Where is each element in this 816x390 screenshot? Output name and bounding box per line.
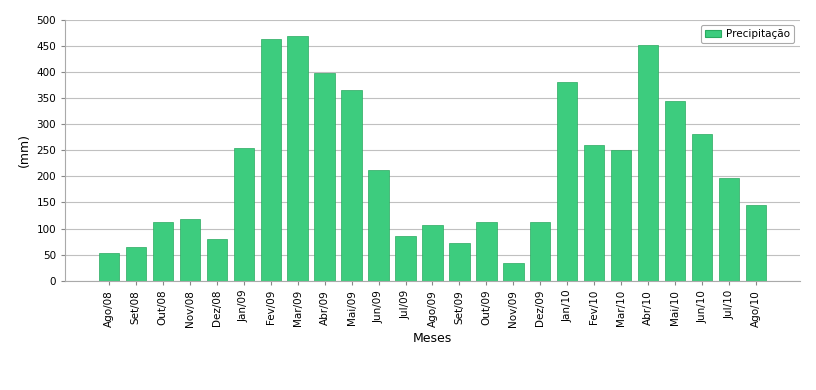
Bar bbox=[180, 219, 200, 281]
Bar bbox=[314, 73, 335, 281]
Y-axis label: (mm): (mm) bbox=[18, 133, 31, 167]
Bar bbox=[341, 90, 361, 281]
Bar bbox=[450, 243, 469, 281]
Bar bbox=[396, 236, 415, 281]
Bar bbox=[126, 247, 146, 281]
X-axis label: Meses: Meses bbox=[413, 332, 452, 345]
Legend: Precipitação: Precipitação bbox=[701, 25, 795, 43]
Bar bbox=[99, 253, 119, 281]
Bar bbox=[153, 222, 173, 281]
Bar bbox=[477, 222, 497, 281]
Bar bbox=[611, 150, 632, 281]
Bar bbox=[665, 101, 685, 281]
Bar bbox=[746, 204, 766, 281]
Bar bbox=[287, 36, 308, 281]
Bar bbox=[719, 178, 739, 281]
Bar bbox=[260, 39, 281, 281]
Bar bbox=[638, 44, 659, 281]
Bar bbox=[530, 222, 551, 281]
Bar bbox=[423, 225, 442, 281]
Bar bbox=[584, 145, 605, 281]
Bar bbox=[368, 170, 388, 281]
Bar bbox=[233, 147, 254, 281]
Bar bbox=[503, 262, 524, 281]
Bar bbox=[557, 82, 578, 281]
Bar bbox=[206, 239, 227, 281]
Bar bbox=[692, 135, 712, 281]
